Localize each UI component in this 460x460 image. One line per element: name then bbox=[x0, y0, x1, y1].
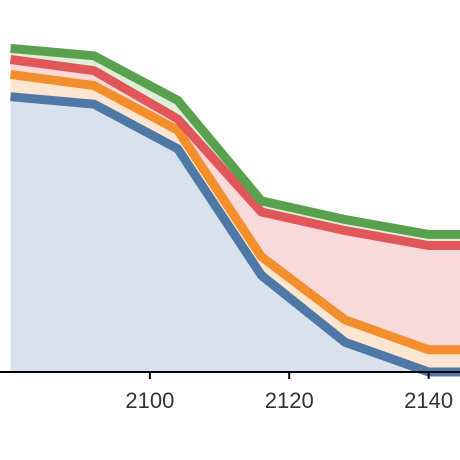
x-tick-label: 2140 bbox=[404, 388, 453, 413]
x-axis-ticks: 2100 2120 2140 bbox=[125, 372, 453, 413]
line-series-2 bbox=[9, 69, 460, 355]
line-series-3 bbox=[9, 55, 460, 250]
x-tick-label: 2100 bbox=[125, 388, 174, 413]
area-series-1 bbox=[10, 96, 460, 372]
line-series-4 bbox=[10, 43, 460, 239]
area-series-3 bbox=[10, 59, 460, 350]
x-tick-label: 2120 bbox=[265, 388, 314, 413]
